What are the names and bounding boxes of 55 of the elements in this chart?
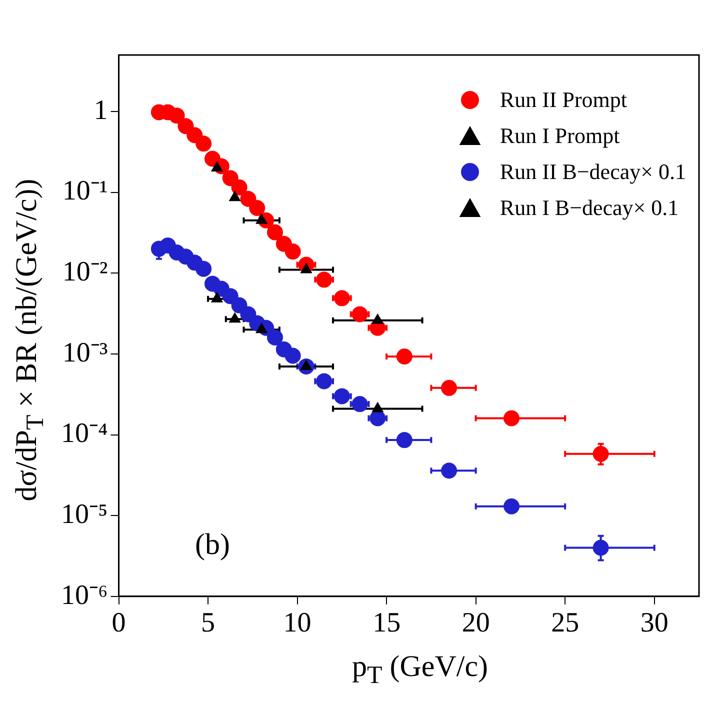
- y-tick-label: 10⁻¹: [62, 176, 108, 207]
- y-tick-label: 1: [94, 94, 108, 126]
- point: [284, 244, 301, 260]
- point: [592, 540, 609, 556]
- point: [396, 348, 412, 364]
- point: [592, 446, 609, 462]
- point: [441, 380, 458, 396]
- point: [372, 314, 383, 324]
- point: [229, 192, 240, 202]
- point: [222, 170, 238, 186]
- point: [212, 292, 222, 302]
- x-tick-label: 15: [372, 608, 401, 639]
- point: [370, 410, 386, 426]
- x-tick-label: 20: [462, 608, 490, 639]
- point: [266, 329, 283, 346]
- legend-label: Run II Prompt: [500, 87, 628, 113]
- point: [266, 224, 283, 240]
- point: [396, 432, 412, 448]
- point: [178, 118, 194, 134]
- point: [231, 297, 248, 314]
- legend-label: Run I B−decay× 0.1: [500, 195, 679, 221]
- point: [229, 313, 240, 323]
- y-tick-label: 10⁻³: [62, 337, 108, 368]
- point: [196, 260, 212, 277]
- point: [372, 402, 383, 412]
- point: [352, 396, 368, 412]
- x-tick-label: 30: [640, 608, 668, 639]
- point: [240, 190, 256, 207]
- y-tick-label: 10⁻⁶: [60, 580, 108, 611]
- point: [231, 179, 248, 196]
- legend-label: Run I Prompt: [500, 123, 620, 149]
- point: [196, 136, 212, 152]
- annotation: (b): [195, 528, 230, 562]
- x-tick-label: 10: [283, 608, 312, 639]
- point: [222, 288, 238, 304]
- x-tick-label: 25: [551, 608, 580, 639]
- y-tick-label: 10⁻⁵: [60, 498, 108, 530]
- point: [441, 462, 458, 479]
- x-tick-label: 5: [201, 608, 216, 639]
- y-tick-label: 10⁻²: [62, 256, 108, 288]
- legend-label: Run II B−decay× 0.1: [500, 159, 686, 185]
- point: [504, 498, 520, 514]
- x-axis-title: p$_{T}$ (GeV/c): [352, 650, 488, 690]
- point: [240, 306, 256, 322]
- point: [316, 272, 332, 288]
- point: [334, 290, 350, 306]
- point: [316, 373, 332, 390]
- point: [249, 200, 266, 216]
- point: [504, 410, 520, 426]
- point: [284, 348, 301, 364]
- point: [352, 306, 368, 322]
- x-tick-label: 0: [112, 608, 126, 639]
- point: [334, 388, 350, 404]
- y-tick-label: 10⁻⁴: [60, 418, 108, 450]
- point: [168, 108, 185, 124]
